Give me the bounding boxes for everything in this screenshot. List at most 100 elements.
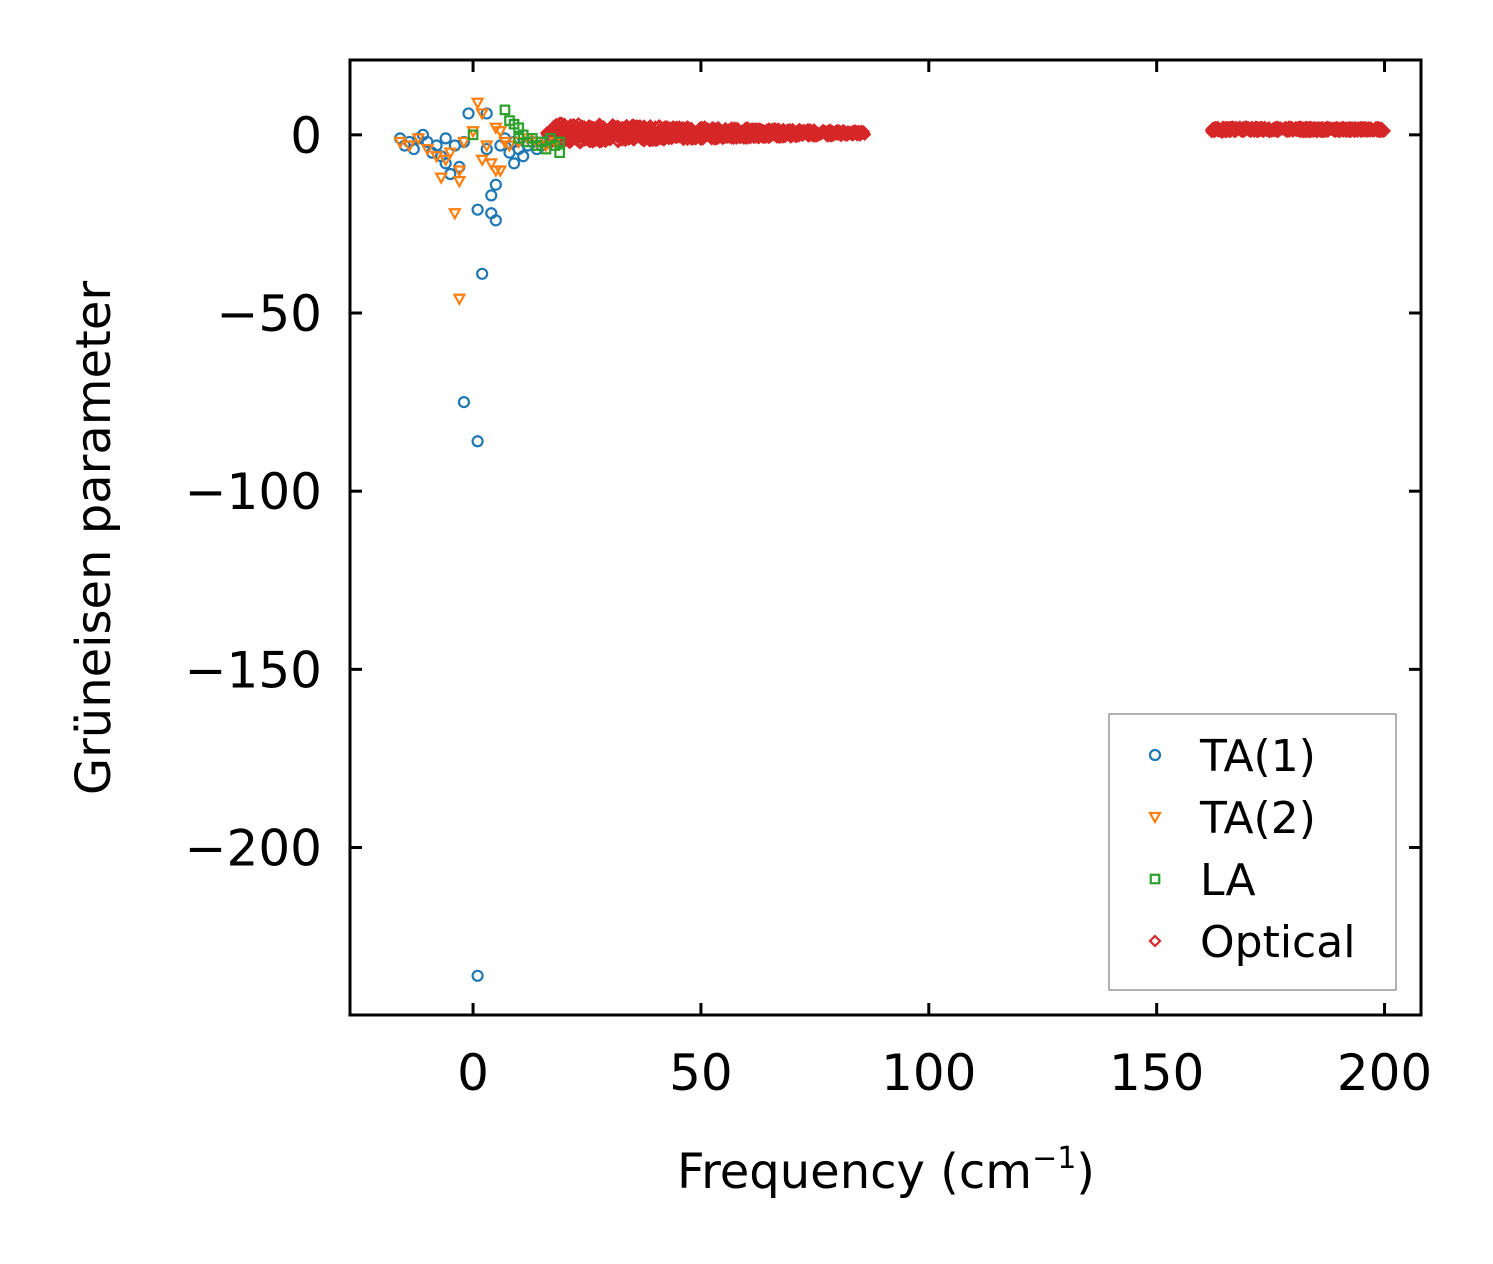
data-point <box>443 147 458 160</box>
legend-label: LA <box>1200 855 1256 906</box>
data-point <box>727 124 741 138</box>
data-point <box>554 147 565 158</box>
data-point <box>466 126 480 139</box>
data-point <box>471 435 484 448</box>
y-tick-label: 0 <box>290 107 322 165</box>
data-point <box>566 126 580 140</box>
data-point <box>467 129 479 141</box>
data-point <box>761 130 775 144</box>
legend-marker-ta-2- <box>1148 811 1162 825</box>
data-point <box>1262 123 1276 137</box>
data-point <box>576 130 590 144</box>
data-point <box>429 151 444 164</box>
data-point <box>393 136 408 150</box>
data-point <box>493 165 508 178</box>
data-point <box>602 130 616 144</box>
x-tick-label: 150 <box>1109 1044 1204 1102</box>
data-point <box>1301 122 1315 136</box>
data-point <box>1280 124 1294 138</box>
data-point <box>1218 123 1232 137</box>
data-point <box>517 150 530 163</box>
data-point <box>452 176 467 189</box>
y-tick-label: −150 <box>185 641 322 699</box>
data-point <box>602 123 616 137</box>
data-point <box>471 969 484 982</box>
data-point <box>493 126 508 139</box>
data-point <box>694 131 708 145</box>
data-point <box>611 129 625 143</box>
series-optical <box>540 116 1392 150</box>
data-point <box>1248 120 1262 135</box>
y-tick-label: −200 <box>185 820 322 878</box>
legend-marker-optical <box>1148 934 1162 948</box>
data-point <box>489 178 502 191</box>
legend-label: TA(2) <box>1199 793 1316 844</box>
legend-label: TA(1) <box>1199 731 1316 782</box>
data-point <box>1340 124 1354 138</box>
data-point <box>484 158 499 171</box>
data-point <box>470 97 485 111</box>
data-point <box>747 131 761 145</box>
data-point <box>1225 120 1239 135</box>
data-point <box>630 119 644 133</box>
x-tick-label: 50 <box>669 1044 733 1102</box>
data-point <box>452 293 467 307</box>
data-point <box>598 133 612 147</box>
data-point <box>690 129 704 143</box>
data-point <box>637 131 652 145</box>
y-tick-label: −50 <box>216 285 322 343</box>
data-point <box>457 136 471 150</box>
data-point <box>716 125 730 140</box>
data-point <box>1278 120 1292 134</box>
data-point <box>1240 122 1254 136</box>
data-point <box>475 108 490 121</box>
data-point <box>1274 122 1288 136</box>
data-point <box>507 157 521 170</box>
data-point <box>821 124 835 138</box>
x-tick-label: 200 <box>1337 1044 1432 1102</box>
data-point <box>836 124 850 138</box>
series-ta-1- <box>394 107 553 982</box>
data-point <box>776 129 790 143</box>
data-point <box>475 154 490 168</box>
data-point <box>434 172 449 185</box>
data-point <box>439 132 452 145</box>
data-point <box>485 189 498 202</box>
data-point <box>457 395 471 409</box>
data-point <box>630 122 644 136</box>
data-point <box>755 123 769 137</box>
data-point <box>452 165 467 178</box>
x-axis-title: Frequency (cm−1) <box>677 1141 1095 1200</box>
y-tick-label: −100 <box>185 463 322 521</box>
data-point <box>499 104 511 116</box>
axis-ticks: 0 50 100 150 200 0 −50 −100 −150 −200 <box>185 60 1432 1102</box>
data-point <box>818 126 832 140</box>
data-point <box>563 126 577 140</box>
data-point <box>479 140 494 153</box>
data-point <box>656 133 670 147</box>
data-point <box>411 133 426 146</box>
data-point <box>841 126 855 140</box>
data-point <box>1312 122 1326 136</box>
data-point <box>420 143 435 157</box>
x-tick-label: 0 <box>457 1044 489 1102</box>
data-point <box>699 123 713 137</box>
data-point <box>1323 120 1337 135</box>
data-point <box>627 132 642 146</box>
data-point <box>554 136 565 148</box>
data-point <box>1321 120 1335 134</box>
legend-label: Optical <box>1200 917 1355 968</box>
data-point <box>827 126 841 140</box>
data-point <box>462 107 475 120</box>
data-point <box>677 128 691 142</box>
data-point <box>580 133 594 147</box>
x-tick-label: 100 <box>881 1044 976 1102</box>
data-point <box>447 208 462 221</box>
data-point <box>851 125 865 139</box>
data-point <box>807 126 821 140</box>
data-point <box>746 122 760 136</box>
data-point <box>480 142 493 156</box>
data-point <box>476 267 489 280</box>
data-point <box>770 130 784 144</box>
